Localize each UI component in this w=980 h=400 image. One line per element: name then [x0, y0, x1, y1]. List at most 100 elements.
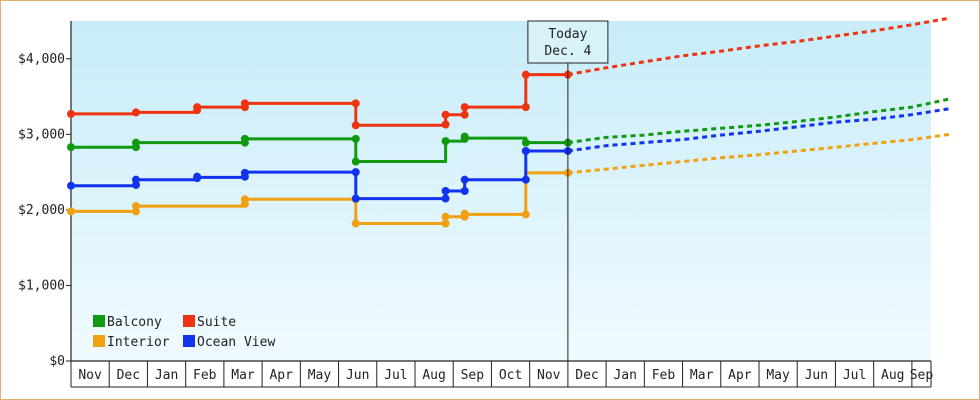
data-point	[441, 137, 450, 146]
x-tick-label: Sep	[910, 368, 934, 383]
forecast-line	[567, 132, 951, 175]
x-tick-label: Dec	[117, 368, 140, 383]
data-point	[441, 219, 450, 228]
legend-swatch	[93, 335, 105, 347]
x-tick-label: Jan	[155, 368, 178, 383]
x-tick-label: May	[308, 368, 332, 383]
data-point	[521, 175, 530, 184]
x-tick-label: Feb	[193, 368, 217, 383]
legend-swatch	[183, 315, 195, 327]
x-tick-label: Jan	[613, 368, 636, 383]
y-tick-label: $0	[49, 354, 65, 369]
history-line	[71, 149, 568, 201]
y-axis: $0 $1,000 $2,000 $3,000 $4,000	[18, 21, 72, 369]
y-tick-label: $4,000	[18, 52, 65, 67]
data-point	[351, 157, 360, 166]
data-point	[240, 195, 249, 204]
legend-swatch	[93, 315, 105, 327]
legend-item: Suite	[183, 315, 236, 330]
data-point	[240, 99, 249, 108]
data-point	[460, 110, 469, 119]
data-point	[240, 134, 249, 143]
data-point	[67, 109, 75, 118]
legend-label: Ocean View	[197, 335, 275, 350]
data-point	[460, 103, 469, 112]
x-tick-label: Mar	[690, 368, 714, 383]
series-interior	[67, 132, 951, 228]
data-point	[67, 207, 75, 216]
x-tick-label: Jun	[346, 368, 369, 383]
data-point	[351, 121, 360, 130]
data-point	[131, 202, 140, 211]
data-point	[460, 187, 469, 195]
today-box	[527, 20, 609, 64]
data-point	[441, 110, 450, 119]
x-tick-label: Oct	[499, 368, 522, 383]
legend-item: Ocean View	[183, 335, 275, 350]
x-tick-label: Nov	[537, 368, 561, 383]
data-point	[441, 212, 450, 221]
x-tick-label: Sep	[461, 368, 485, 383]
data-point	[351, 219, 360, 228]
history-line	[71, 171, 568, 225]
x-tick-label: Apr	[728, 368, 752, 383]
x-tick-label: Jul	[384, 368, 407, 383]
x-tick-label: Jun	[805, 368, 828, 383]
data-point	[67, 181, 75, 190]
data-point	[240, 168, 249, 177]
data-point	[351, 99, 360, 108]
data-point	[193, 172, 202, 181]
forecast-line	[567, 16, 951, 77]
series-balcony	[67, 97, 951, 166]
data-point	[460, 132, 469, 141]
x-tick-label: Feb	[652, 368, 676, 383]
series-layer	[67, 16, 951, 228]
y-tick-label: $2,000	[18, 203, 65, 218]
data-point	[460, 175, 469, 184]
data-point	[441, 194, 450, 203]
plot-area	[71, 21, 931, 361]
data-point	[193, 103, 202, 112]
legend-item: Balcony	[93, 315, 162, 330]
y-tick-label: $3,000	[18, 127, 65, 142]
y-tick-label: $1,000	[18, 278, 65, 293]
data-point	[351, 168, 360, 177]
data-point	[441, 187, 450, 195]
data-point	[441, 120, 450, 129]
data-point	[521, 70, 530, 79]
x-tick-label: Aug	[422, 368, 445, 383]
data-point	[521, 146, 530, 155]
x-tick-label: May	[766, 368, 790, 383]
legend-item: Interior	[93, 335, 170, 350]
data-point	[521, 138, 530, 147]
today-marker: Today Dec. 4	[527, 20, 609, 361]
x-tick-label: Apr	[269, 368, 293, 383]
legend-label: Suite	[197, 315, 236, 330]
x-tick-label: Nov	[78, 368, 102, 383]
x-axis: Nov Dec Jan Feb Mar Apr May Jun Jul Aug Sep Oct Nov D…	[70, 360, 934, 388]
legend-label: Balcony	[107, 315, 162, 330]
today-date: Dec. 4	[544, 44, 591, 59]
data-point	[67, 143, 75, 152]
today-label: Today	[548, 27, 587, 42]
series-suite	[67, 16, 951, 130]
data-point	[351, 194, 360, 203]
data-point	[131, 138, 140, 147]
data-point	[351, 134, 360, 143]
forecast-line	[567, 107, 951, 153]
x-tick-label: Jul	[843, 368, 866, 383]
x-tick-label: Dec	[575, 368, 598, 383]
data-point	[131, 175, 140, 184]
history-line	[71, 73, 568, 127]
legend: Balcony Suite Interior Ocean View	[93, 315, 275, 350]
x-tick-label: Aug	[881, 368, 904, 383]
data-point	[460, 209, 469, 218]
forecast-line	[567, 97, 951, 145]
legend-label: Interior	[107, 335, 170, 350]
data-point	[131, 108, 140, 117]
x-tick-label: Mar	[231, 368, 255, 383]
history-line	[71, 136, 568, 163]
data-point	[521, 103, 530, 112]
